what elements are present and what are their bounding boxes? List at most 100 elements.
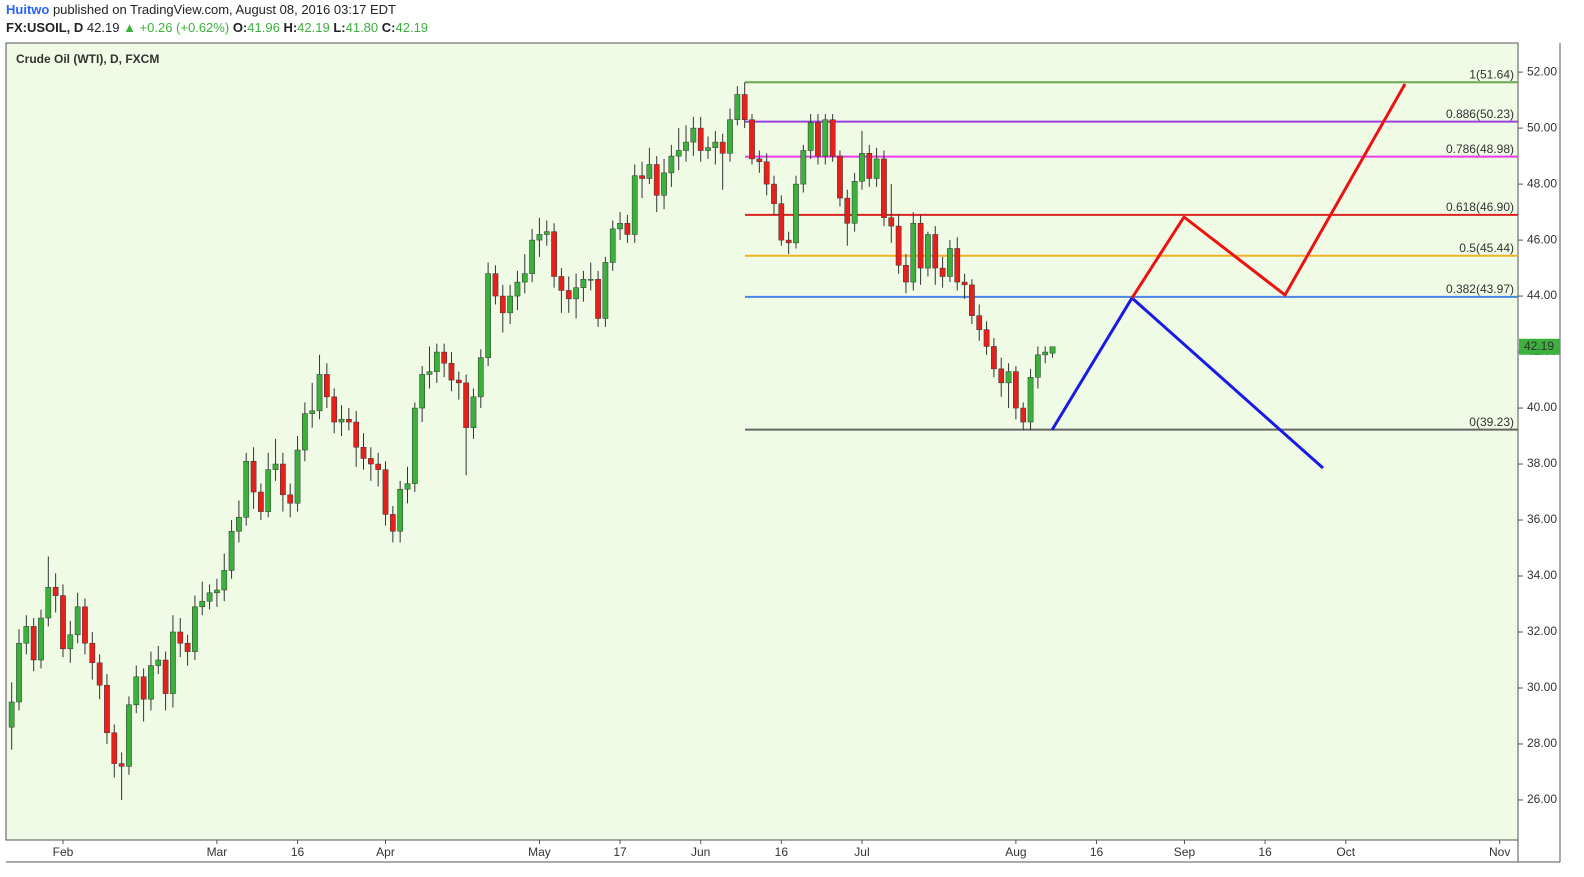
candle-body <box>148 665 154 700</box>
published-note: published on TradingView.com, August 08,… <box>53 2 396 17</box>
candle-body <box>543 231 550 235</box>
last-price-badge <box>1519 338 1560 355</box>
candle-body <box>1020 407 1027 423</box>
candle-body <box>1027 377 1034 423</box>
last-value: 42.19 <box>87 20 120 35</box>
x-tick-label: Mar <box>207 845 228 859</box>
candle-body <box>558 276 565 291</box>
fib-level-label: 0.786(48.98) <box>1446 142 1514 156</box>
y-tick-label: 32.00 <box>1527 624 1557 638</box>
x-tick-label: 16 <box>291 845 305 859</box>
candle-body <box>265 469 272 512</box>
candle-body <box>155 659 162 666</box>
candle-body <box>214 589 220 594</box>
y-tick-label: 50.00 <box>1527 120 1557 134</box>
header: Huitwo published on TradingView.com, Aug… <box>6 2 428 35</box>
candle-body <box>734 94 741 120</box>
candle-body <box>514 281 521 297</box>
candle-body <box>536 234 543 241</box>
candle-body <box>653 164 660 196</box>
candle-body <box>250 460 257 493</box>
candle-body <box>140 676 147 700</box>
candle-body <box>683 141 689 151</box>
projection <box>1050 83 1407 470</box>
candle-body <box>397 488 404 532</box>
candle-body <box>925 234 931 269</box>
y-tick-label: 28.00 <box>1527 736 1557 750</box>
candle-body <box>609 228 616 263</box>
candle-body <box>595 279 601 319</box>
candle-body <box>111 732 118 764</box>
candle-body <box>873 158 880 179</box>
last-price-label: 42.19 <box>1524 339 1554 353</box>
candle-body <box>426 371 433 375</box>
candle-body <box>280 463 286 496</box>
candle-body <box>38 617 44 661</box>
candle-body <box>507 295 513 314</box>
fib-level-label: 0.886(50.23) <box>1446 107 1514 121</box>
candle-body <box>866 153 873 179</box>
candle-body <box>1035 354 1041 378</box>
x-tick-label: Sep <box>1174 845 1196 859</box>
candle-body <box>221 570 228 591</box>
x-tick-label: Oct <box>1336 845 1355 859</box>
candle-body <box>932 234 939 269</box>
author-link[interactable]: Huitwo <box>6 2 49 17</box>
candle-body <box>917 223 924 269</box>
ohlc-key: H: <box>283 20 297 35</box>
candle-body <box>529 239 535 274</box>
candle-body <box>30 626 37 661</box>
y-tick-label: 34.00 <box>1527 568 1557 582</box>
candle-body <box>903 265 909 283</box>
candle-body <box>367 458 374 465</box>
candle-body <box>118 763 125 767</box>
candle-body <box>184 642 191 652</box>
candle-body <box>133 676 140 706</box>
candle-body <box>617 223 623 230</box>
candle-body <box>1013 371 1019 409</box>
candle-body <box>675 150 682 157</box>
candle-body <box>45 586 52 619</box>
candle-body <box>67 634 74 650</box>
header-line-1: Huitwo published on TradingView.com, Aug… <box>6 2 396 17</box>
candle-body <box>243 460 250 518</box>
candle-body <box>463 382 469 428</box>
candle-body <box>639 175 645 179</box>
fib-level-label: 0.618(46.90) <box>1446 200 1514 214</box>
candle-body <box>8 701 15 728</box>
plot-area <box>5 42 1519 841</box>
candle-body <box>389 514 396 532</box>
candle-body <box>983 329 990 347</box>
candle-body <box>749 119 755 160</box>
ohlc-key: O: <box>233 20 247 35</box>
chart-title: Crude Oil (WTI), D, FXCM <box>16 52 159 66</box>
candle-body <box>206 592 213 602</box>
y-tick-label: 36.00 <box>1527 512 1557 526</box>
candle-body <box>1049 346 1056 354</box>
header-line-2: FX:USOIL, D 42.19 ▲ +0.26 (+0.62%) O:41.… <box>6 20 428 35</box>
candles <box>8 82 1056 800</box>
candle-body <box>382 469 389 515</box>
candle-body <box>441 351 447 364</box>
candle-body <box>96 662 103 686</box>
candle-body <box>969 284 975 316</box>
candle-body <box>800 150 807 185</box>
candle-body <box>345 418 352 423</box>
candle-body <box>881 158 887 218</box>
x-tick-label: 16 <box>1090 845 1104 859</box>
candle-body <box>104 684 110 734</box>
candle-body <box>741 94 748 120</box>
fib-level-label: 0.382(43.97) <box>1446 282 1514 296</box>
candle-body <box>837 155 843 199</box>
candle-body <box>74 606 81 636</box>
candle-body <box>236 516 242 532</box>
candle-body <box>815 122 821 157</box>
y-tick-label: 46.00 <box>1527 232 1557 246</box>
candle-body <box>778 203 785 241</box>
candle-body <box>1005 371 1012 384</box>
candle-body <box>199 600 206 608</box>
candle-body <box>170 631 176 694</box>
x-tick-label: Jun <box>691 845 710 859</box>
y-tick-label: 48.00 <box>1527 176 1557 190</box>
x-tick-label: 16 <box>1258 845 1272 859</box>
